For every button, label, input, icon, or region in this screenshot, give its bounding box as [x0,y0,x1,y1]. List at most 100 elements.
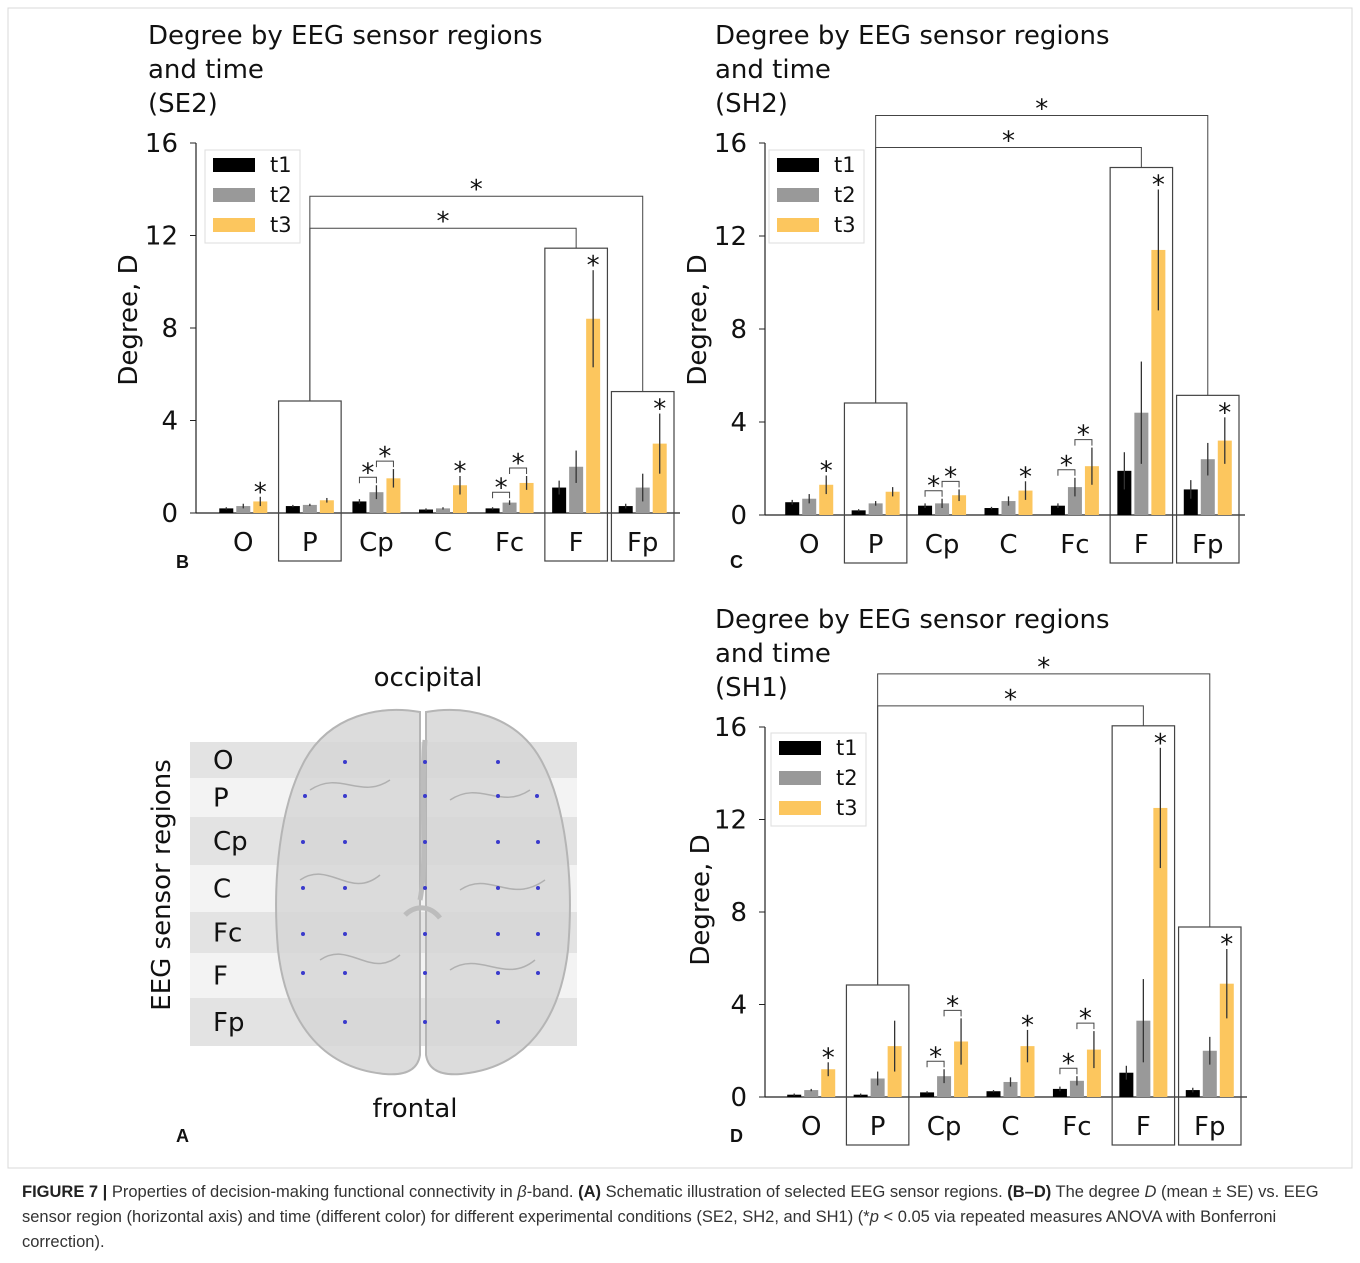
figure-frame [7,7,1353,1169]
group-bracket [877,673,1211,985]
panel-label: B [176,552,189,572]
bar [802,498,817,515]
bar [586,318,601,513]
caption-text: FIGURE 7 | [22,1183,108,1201]
significance-star: * [1037,653,1050,683]
bar [1151,249,1166,515]
significance-star: * [495,473,508,503]
x-tick-label: P [302,528,318,558]
pair-bracket [926,1060,945,1068]
caption-text: The degree [1051,1183,1145,1201]
bar [1052,1088,1067,1097]
bar [1086,1049,1101,1097]
bar [1185,1090,1200,1097]
bar [1084,466,1099,515]
sensor-dot [423,760,427,764]
y-tick-label: 0 [730,501,747,531]
bar [1183,489,1198,515]
caption-text: (A) [578,1183,601,1201]
sensor-dot [301,932,305,936]
panel-label: C [730,552,743,572]
y-tick-label: 8 [161,314,178,344]
bar [352,501,367,513]
bar [1018,490,1033,515]
pair-bracket [509,467,528,474]
significance-star: * [1002,127,1015,157]
bar [219,508,234,513]
bar [804,1090,819,1097]
sensor-dot [343,840,347,844]
y-tick-label: 4 [730,991,747,1021]
y-tick-label: 8 [730,315,747,345]
significance-star: * [378,442,391,472]
group-bracket [875,115,1209,403]
bar [1202,1050,1217,1097]
legend-swatch [213,158,255,172]
bar [918,505,933,515]
bar [868,503,883,515]
pair-bracket [924,490,943,497]
y-tick-label: 8 [730,898,747,928]
sensor-dot [496,1020,500,1024]
x-tick-label: Fp [1194,1112,1225,1142]
significance-star: * [1154,729,1167,759]
y-tick-label: 4 [161,407,178,437]
x-tick-label: Cp [927,1112,962,1142]
sensor-dot [423,1020,427,1024]
bar [1200,459,1215,515]
sensor-dot [343,932,347,936]
bar [1217,440,1232,515]
significance-star: * [1152,171,1165,201]
bar [419,509,433,513]
bar [952,495,967,515]
group-bracket [875,147,1142,403]
sensor-dot [496,760,500,764]
pair-bracket [941,480,960,488]
y-tick-label: 16 [714,129,747,159]
significance-star: * [944,462,957,492]
chart-title: Degree by EEG sensor regions [148,21,543,51]
significance-star: * [454,457,467,487]
legend-label: t2 [270,183,292,207]
significance-star: * [1060,451,1073,481]
x-tick-label: F [1136,1112,1151,1142]
caption-text: (B–D) [1007,1183,1052,1201]
chart-title: (SH2) [715,89,788,119]
chart-title: Degree by EEG sensor regions [715,21,1110,51]
x-tick-label: Fc [1062,1112,1091,1142]
bar [569,466,584,513]
pair-bracket [492,491,511,499]
bar [821,1069,836,1097]
sensor-dot [535,794,539,798]
x-tick-label: C [434,528,452,558]
bar [618,506,633,513]
bar [453,485,467,513]
x-tick-label: O [799,530,819,560]
pair-bracket [1076,1022,1095,1030]
legend-label: t1 [836,736,858,760]
y-tick-label: 16 [145,129,178,159]
y-tick-label: 16 [714,713,747,743]
legend-swatch [777,218,819,232]
x-tick-label: F [569,528,584,558]
significance-star: * [587,251,600,281]
legend-label: t1 [834,153,856,177]
significance-star: * [946,991,959,1021]
legend-swatch [779,801,821,815]
legend-swatch [779,771,821,785]
sensor-dot [343,1020,347,1024]
bar [954,1041,969,1097]
legend-label: t1 [270,153,292,177]
legend-label: t3 [834,213,856,237]
legend-label: t3 [836,796,858,820]
legend-swatch [777,188,819,202]
significance-star: * [927,472,940,502]
sensor-dot [343,971,347,975]
x-tick-label: P [870,1112,886,1142]
y-tick-label: 12 [145,222,178,252]
bar [1219,983,1234,1097]
sensor-dot [343,886,347,890]
chart-title: (SH1) [715,673,788,703]
sensor-dot [423,932,427,936]
